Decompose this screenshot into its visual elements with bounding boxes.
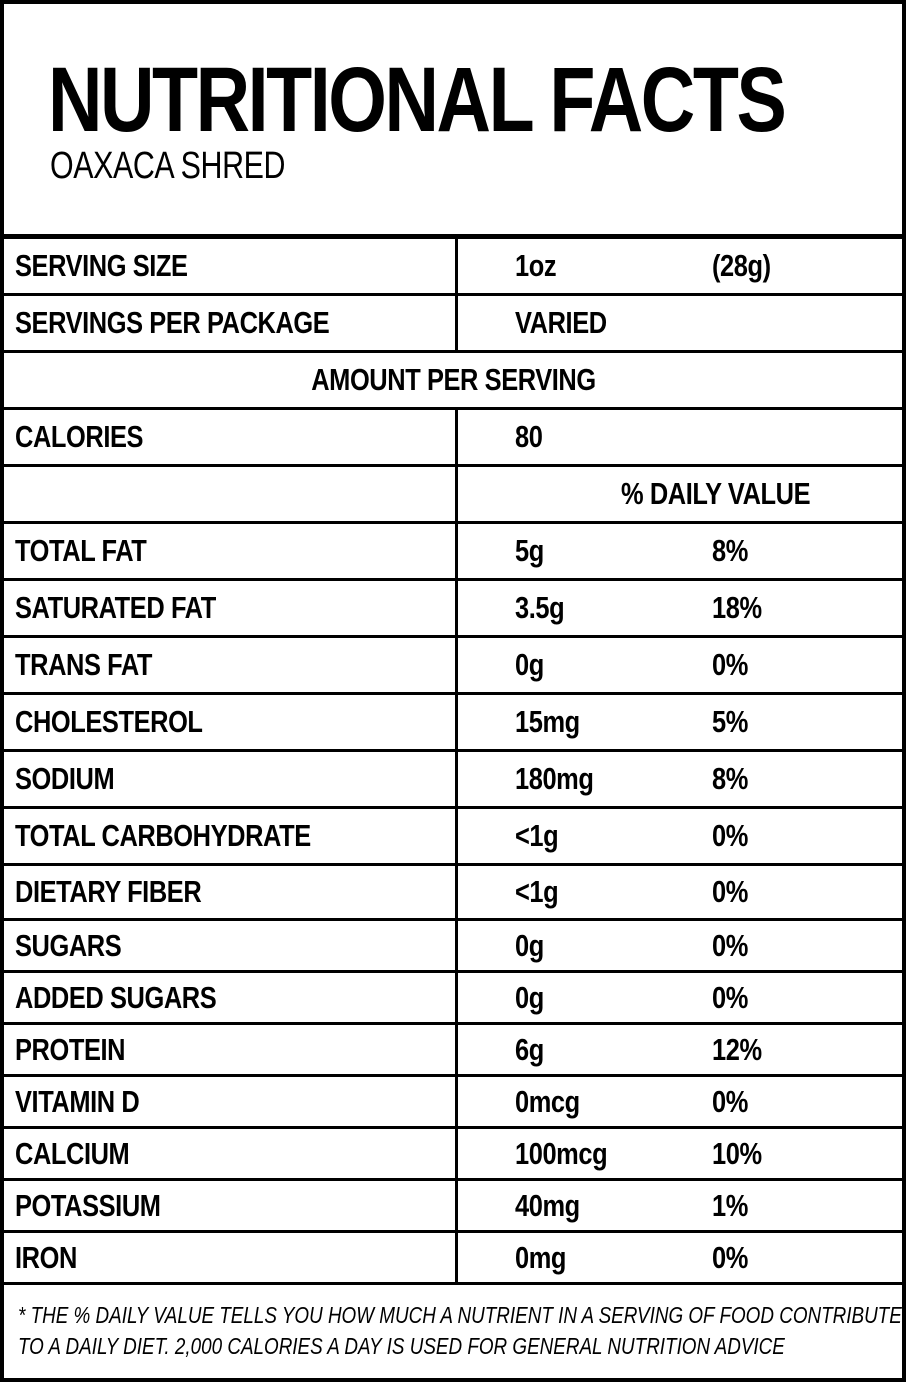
nutrient-amount: 0g bbox=[515, 927, 544, 963]
nutrient-daily-value: 0% bbox=[712, 1239, 748, 1275]
nutrient-amount: 100mcg bbox=[515, 1135, 608, 1171]
servings-per-package-row: SERVINGS PER PACKAGE VARIED bbox=[4, 296, 902, 353]
calories-label: CALORIES bbox=[15, 419, 144, 454]
label-header: NUTRITIONAL FACTS OAXACA SHRED bbox=[4, 4, 902, 239]
label-title: NUTRITIONAL FACTS bbox=[48, 49, 787, 151]
column-divider bbox=[455, 921, 458, 970]
amount-per-serving-row: AMOUNT PER SERVING bbox=[4, 353, 902, 410]
nutrient-daily-value: 12% bbox=[712, 1031, 762, 1067]
nutrient-row: TOTAL CARBOHYDRATE <1g 0% bbox=[4, 809, 902, 866]
nutrient-name: TOTAL CARBOHYDRATE bbox=[15, 818, 311, 853]
nutrient-amount: <1g bbox=[515, 818, 559, 853]
nutrient-row: POTASSIUM 40mg 1% bbox=[4, 1181, 902, 1233]
column-divider bbox=[455, 809, 458, 863]
nutrient-amount: <1g bbox=[515, 874, 559, 909]
nutrient-daily-value: 0% bbox=[712, 979, 748, 1015]
footnote: * THE % DAILY VALUE TELLS YOU HOW MUCH A… bbox=[18, 1300, 906, 1362]
nutrient-name: IRON bbox=[15, 1239, 77, 1275]
nutrient-daily-value: 0% bbox=[712, 818, 748, 853]
column-divider bbox=[455, 1129, 458, 1178]
column-divider bbox=[455, 1025, 458, 1074]
column-divider bbox=[455, 1181, 458, 1230]
column-divider bbox=[455, 296, 458, 350]
nutrient-daily-value: 8% bbox=[712, 761, 748, 796]
nutrient-amount: 180mg bbox=[515, 761, 594, 796]
nutrient-daily-value: 10% bbox=[712, 1135, 762, 1171]
amount-per-serving-label: AMOUNT PER SERVING bbox=[310, 362, 596, 397]
nutrient-amount: 0g bbox=[515, 647, 544, 682]
column-divider bbox=[455, 581, 458, 635]
footnote-line-1: * THE % DAILY VALUE TELLS YOU HOW MUCH A… bbox=[18, 1302, 906, 1328]
nutrient-daily-value: 18% bbox=[712, 590, 762, 625]
nutrient-amount: 0mg bbox=[515, 1239, 567, 1275]
column-divider bbox=[455, 695, 458, 749]
nutrition-table: SERVING SIZE 1oz (28g) SERVINGS PER PACK… bbox=[4, 239, 902, 1285]
column-divider bbox=[455, 467, 458, 521]
nutrient-amount: 0mcg bbox=[515, 1083, 580, 1119]
nutrient-name: CALCIUM bbox=[15, 1135, 130, 1171]
column-divider bbox=[455, 1233, 458, 1282]
nutrient-daily-value: 1% bbox=[712, 1187, 748, 1223]
footnote-line-2: TO A DAILY DIET. 2,000 CALORIES A DAY IS… bbox=[18, 1333, 785, 1359]
serving-size-grams: (28g) bbox=[712, 248, 771, 283]
nutrient-amount: 15mg bbox=[515, 704, 580, 739]
column-divider bbox=[455, 1077, 458, 1126]
nutrient-name: TRANS FAT bbox=[15, 647, 153, 682]
nutrient-daily-value: 0% bbox=[712, 1083, 748, 1119]
daily-value-header: % DAILY VALUE bbox=[621, 476, 811, 511]
nutrient-row: DIETARY FIBER <1g 0% bbox=[4, 866, 902, 921]
nutrient-name: CHOLESTEROL bbox=[15, 704, 203, 739]
nutrient-name: DIETARY FIBER bbox=[15, 874, 202, 909]
serving-size-label: SERVING SIZE bbox=[15, 248, 188, 283]
column-divider bbox=[455, 524, 458, 578]
nutrient-amount: 3.5g bbox=[515, 590, 565, 625]
nutrient-daily-value: 8% bbox=[712, 533, 748, 568]
nutrient-amount: 5g bbox=[515, 533, 544, 568]
nutrient-row: SATURATED FAT 3.5g 18% bbox=[4, 581, 902, 638]
nutrient-row: TRANS FAT 0g 0% bbox=[4, 638, 902, 695]
nutrient-row: ADDED SUGARS 0g 0% bbox=[4, 973, 902, 1025]
nutrient-name: ADDED SUGARS bbox=[15, 979, 217, 1015]
serving-size-oz: 1oz bbox=[515, 248, 557, 283]
nutrient-daily-value: 0% bbox=[712, 647, 748, 682]
nutrient-row: SUGARS 0g 0% bbox=[4, 921, 902, 973]
nutrient-row: VITAMIN D 0mcg 0% bbox=[4, 1077, 902, 1129]
nutrient-row: SODIUM 180mg 8% bbox=[4, 752, 902, 809]
nutrient-name: TOTAL FAT bbox=[15, 533, 147, 568]
nutrient-row: CALCIUM 100mcg 10% bbox=[4, 1129, 902, 1181]
nutrient-daily-value: 0% bbox=[712, 927, 748, 963]
product-name: OAXACA SHRED bbox=[50, 145, 286, 187]
nutrient-daily-value: 0% bbox=[712, 874, 748, 909]
nutrient-amount: 6g bbox=[515, 1031, 544, 1067]
nutrient-name: SUGARS bbox=[15, 927, 122, 963]
nutrient-name: POTASSIUM bbox=[15, 1187, 161, 1223]
column-divider bbox=[455, 752, 458, 806]
nutrient-name: VITAMIN D bbox=[15, 1083, 140, 1119]
nutrient-rows: TOTAL FAT 5g 8% SATURATED FAT 3.5g 18% TRANS F… bbox=[4, 524, 902, 1285]
servings-per-package-value: VARIED bbox=[515, 305, 607, 340]
column-divider bbox=[455, 973, 458, 1022]
nutrient-daily-value: 5% bbox=[712, 704, 748, 739]
nutrient-row: TOTAL FAT 5g 8% bbox=[4, 524, 902, 581]
daily-value-header-row: % DAILY VALUE bbox=[4, 467, 902, 524]
nutrient-name: SODIUM bbox=[15, 761, 115, 796]
column-divider bbox=[455, 410, 458, 464]
column-divider bbox=[455, 638, 458, 692]
nutrient-amount: 0g bbox=[515, 979, 544, 1015]
nutrient-amount: 40mg bbox=[515, 1187, 580, 1223]
nutrient-row: PROTEIN 6g 12% bbox=[4, 1025, 902, 1077]
servings-per-package-label: SERVINGS PER PACKAGE bbox=[15, 305, 330, 340]
calories-value: 80 bbox=[515, 419, 543, 454]
nutrient-row: CHOLESTEROL 15mg 5% bbox=[4, 695, 902, 752]
column-divider bbox=[455, 866, 458, 918]
calories-row: CALORIES 80 bbox=[4, 410, 902, 467]
nutrient-name: PROTEIN bbox=[15, 1031, 126, 1067]
column-divider bbox=[455, 239, 458, 293]
serving-size-row: SERVING SIZE 1oz (28g) bbox=[4, 239, 902, 296]
nutrient-name: SATURATED FAT bbox=[15, 590, 216, 625]
nutrient-row: IRON 0mg 0% bbox=[4, 1233, 902, 1285]
